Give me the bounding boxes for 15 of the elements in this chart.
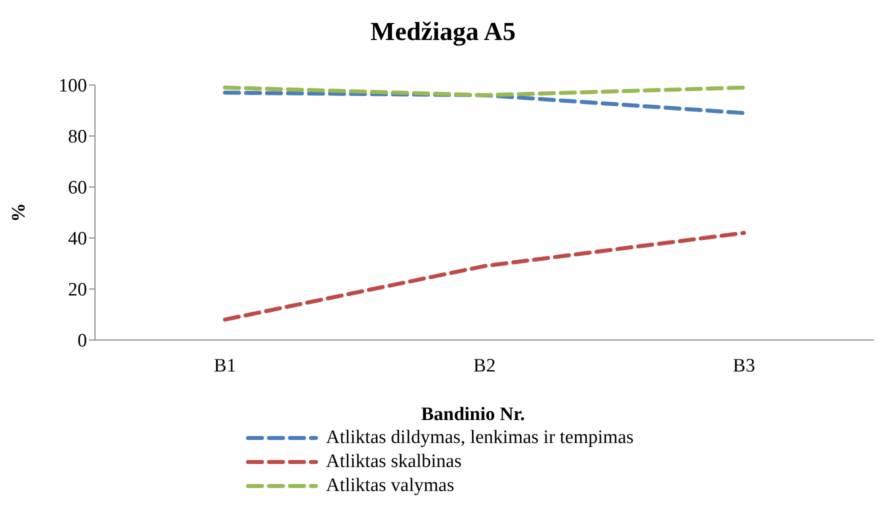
legend-label: Atliktas dildymas, lenkimas ir tempimas xyxy=(326,427,634,449)
chart-title: Medžiaga A5 xyxy=(369,16,517,48)
y-tick-label: 40 xyxy=(68,228,87,250)
x-axis-title: Bandinio Nr. xyxy=(420,404,526,426)
y-tick-label: 80 xyxy=(68,126,87,148)
legend-label: Atliktas valymas xyxy=(326,475,454,497)
y-tick-label: 0 xyxy=(78,330,87,352)
x-tick-label: B3 xyxy=(732,355,756,376)
y-axis-title: % xyxy=(8,203,30,222)
y-tick-label: 60 xyxy=(68,178,87,199)
x-tick-label: B2 xyxy=(473,355,496,376)
x-tick-label: B1 xyxy=(214,355,236,376)
y-tick-label: 100 xyxy=(58,76,87,97)
y-tick-label: 20 xyxy=(68,280,87,301)
legend-label: Atliktas skalbinas xyxy=(326,451,462,473)
